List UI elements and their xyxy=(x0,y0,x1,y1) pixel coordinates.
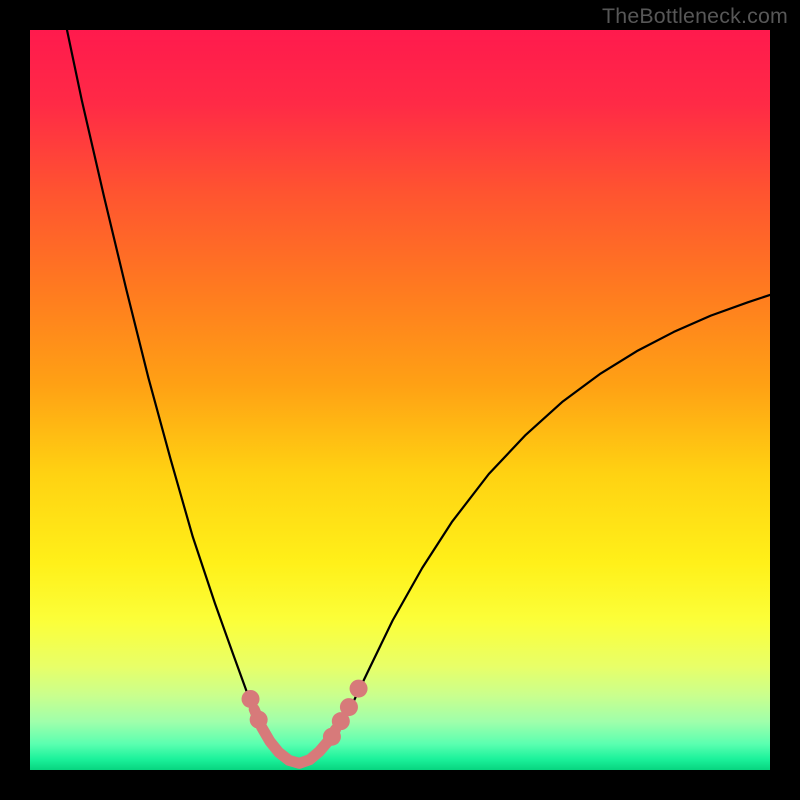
marker-dot xyxy=(250,711,268,729)
marker-dot xyxy=(350,680,368,698)
marker-dot xyxy=(323,728,341,746)
page-root: TheBottleneck.com xyxy=(0,0,800,800)
plot-area xyxy=(30,30,770,770)
plot-svg xyxy=(30,30,770,770)
watermark-text: TheBottleneck.com xyxy=(602,4,788,29)
marker-dot xyxy=(242,690,260,708)
marker-dot xyxy=(340,698,358,716)
plot-background xyxy=(30,30,770,770)
